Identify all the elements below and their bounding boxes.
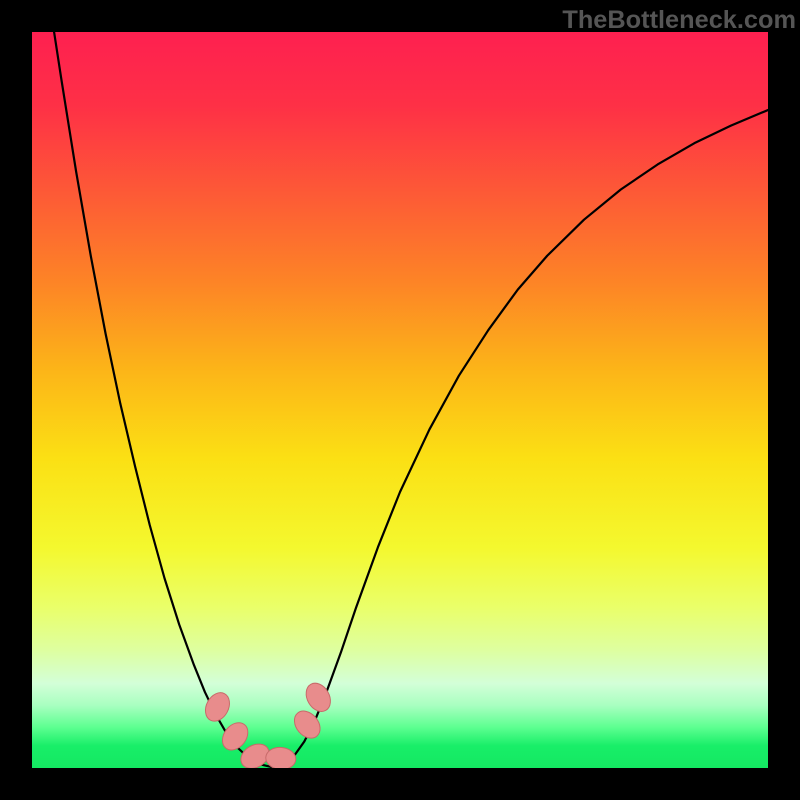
plot-area — [32, 32, 768, 768]
chart-svg — [32, 32, 768, 768]
watermark-text: TheBottleneck.com — [562, 6, 796, 35]
gradient-background — [32, 32, 768, 768]
